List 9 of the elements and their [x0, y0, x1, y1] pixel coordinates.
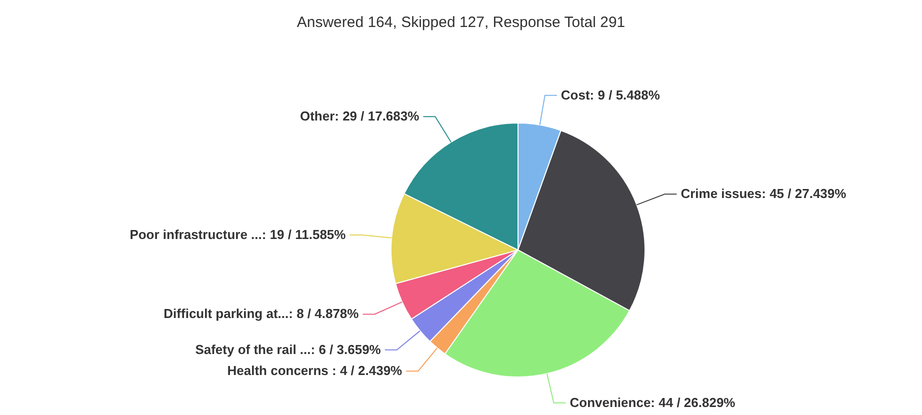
slice-label: Poor infrastructure ...: 19 / 11.585%: [130, 226, 346, 242]
slice-label: Other: 29 / 17.683%: [300, 108, 420, 124]
slice-label: Cost: 9 / 5.488%: [560, 87, 660, 102]
slice-label: Crime issues: 45 / 27.439%: [680, 186, 847, 202]
slice-label: Health concerns : 4 / 2.439%: [227, 363, 403, 378]
slice-label: Difficult parking at...: 8 / 4.878%: [164, 306, 360, 322]
slice-label: Safety of the rail ...: 6 / 3.659%: [195, 342, 382, 357]
chart-title: Answered 164, Skipped 127, Response Total 291: [296, 13, 626, 33]
slice-label: Convenience: 44 / 26.829%: [570, 394, 736, 410]
